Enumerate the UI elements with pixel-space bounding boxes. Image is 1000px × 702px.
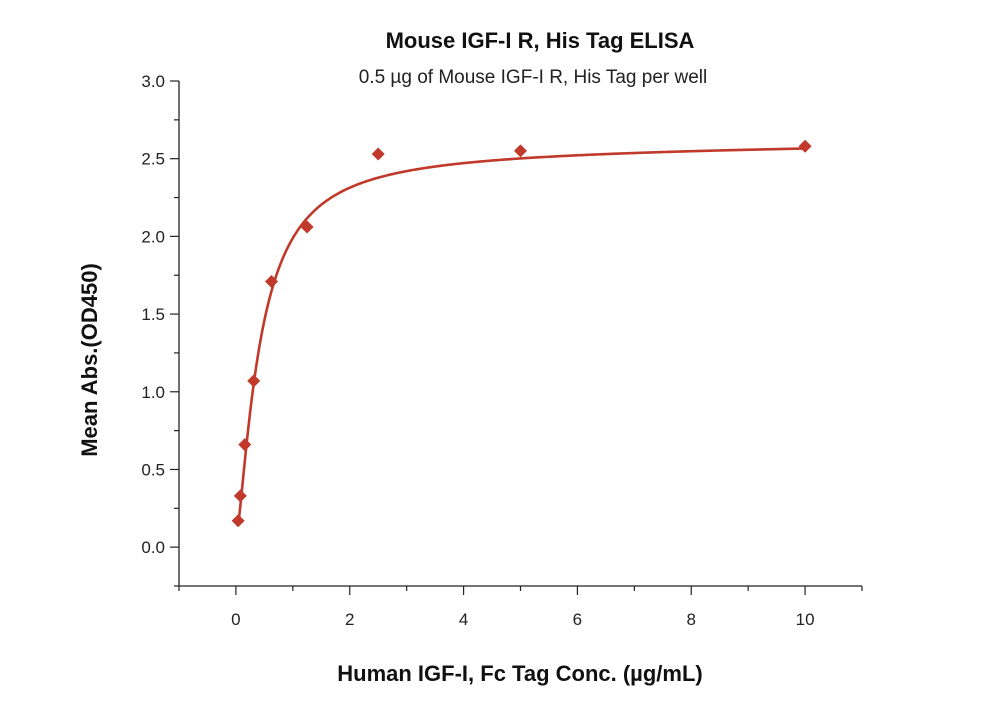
x-tick-label: 8 xyxy=(687,610,696,629)
y-tick-label: 0.0 xyxy=(141,538,165,557)
y-axis-ticks: 0.0 0.5 1.0 1.5 2.0 2.5 3.0 xyxy=(141,72,179,587)
x-tick-label: 6 xyxy=(573,610,582,629)
data-point xyxy=(264,274,278,288)
fit-curve xyxy=(236,147,806,526)
x-tick-label: 2 xyxy=(345,610,354,629)
x-tick-label: 0 xyxy=(231,610,240,629)
data-point xyxy=(300,220,314,234)
x-tick-label: 4 xyxy=(459,610,468,629)
y-axis-label: Mean Abs.(OD450) xyxy=(77,263,102,457)
x-tick-label: 10 xyxy=(796,610,815,629)
data-point xyxy=(247,374,261,388)
chart-title: Mouse IGF-I R, His Tag ELISA xyxy=(386,28,695,53)
data-points xyxy=(231,139,812,528)
data-point xyxy=(238,438,252,452)
y-tick-label: 3.0 xyxy=(141,72,165,91)
data-point xyxy=(798,139,812,153)
data-point xyxy=(371,147,385,161)
y-tick-label: 2.5 xyxy=(141,150,165,169)
x-axis-ticks: 0 2 4 6 8 10 xyxy=(178,586,863,629)
y-tick-label: 0.5 xyxy=(141,460,165,479)
data-point xyxy=(231,514,245,528)
y-tick-label: 2.0 xyxy=(141,227,165,246)
chart-subtitle: 0.5 µg of Mouse IGF-I R, His Tag per wel… xyxy=(359,67,708,88)
x-axis-label: Human IGF-I, Fc Tag Conc. (µg/mL) xyxy=(337,661,702,686)
y-tick-label: 1.0 xyxy=(141,383,165,402)
data-point xyxy=(233,489,247,503)
data-point xyxy=(514,144,527,158)
y-tick-label: 1.5 xyxy=(141,305,165,324)
